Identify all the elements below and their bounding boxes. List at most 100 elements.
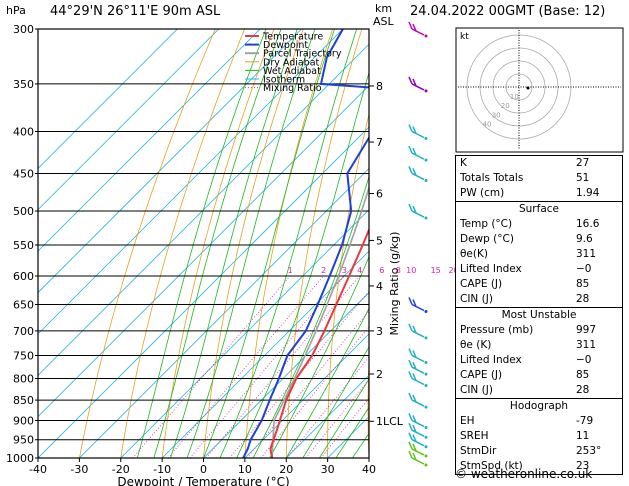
wind-barb-staff [411,377,425,386]
wind-barb-flag [408,21,413,30]
mixing-ratio-label: 8 [396,266,401,275]
wind-barb-staff [411,419,425,428]
isotherm-line [38,29,178,169]
parcel-trajectory-line [271,185,369,458]
legend-label: Dewpoint [263,40,308,51]
wind-barb-dot [424,89,428,93]
isotherm-line [78,167,369,458]
surface-value: 9.6 [576,233,593,245]
pressure-tick-label: 900 [13,414,34,427]
wind-barb-flag [412,23,417,32]
wind-barb-flag [412,434,417,443]
pressure-tick-label: 650 [13,299,34,312]
surface-row: θe(K) 311 [456,247,622,262]
wind-barb-flag [412,394,417,403]
wind-barb-flag [408,359,413,368]
dewpoint-profile-line [242,29,369,458]
wind-barb-dot [424,216,428,220]
wind-barb-flag [412,415,417,423]
index-value: 1.94 [576,187,600,199]
hodograph-label: EH [460,415,475,427]
hodograph-value: 23 [576,460,590,472]
legend-label: Temperature [262,32,323,43]
temperature-tick-label: -10 [153,463,171,476]
temperature-tick-label: 0 [200,463,207,476]
hodograph-value: 253° [576,445,602,457]
hpa-unit-label: hPa [6,4,26,17]
wind-barb-flag [408,124,413,132]
temperature-profile-line [269,227,369,458]
wind-barb-flag [412,78,417,87]
pressure-tick-label: 450 [13,167,34,180]
temperature-tick-label: 10 [238,463,252,476]
wind-barb-flag [408,450,413,459]
wind-barb-dot [424,463,428,467]
most-unstable-value: 85 [576,369,590,381]
wind-barb-flag [408,76,413,85]
wind-barb-dot [424,34,428,38]
temperature-tick-label: -20 [112,463,130,476]
wind-barb-staff [411,448,425,456]
wind-barb-staff [411,130,425,139]
wind-barb-flag [408,297,413,305]
wind-barb-dot [424,137,428,141]
isotherm-line [38,29,220,211]
surface-label: θe(K) [460,248,488,260]
wind-barb-staff [411,354,425,363]
wind-barb-flag [412,452,417,461]
km-tick-label: 5 [376,234,383,247]
index-row-k: K 27 [456,156,622,171]
wind-barb-staff [411,303,425,312]
km-tick-label: 7 [376,136,383,149]
surface-value: 311 [576,248,597,260]
wind-barb-flag [408,413,413,421]
index-label: PW (cm) [460,187,505,199]
mixing-ratio-line [229,290,369,458]
mixing-ratio-label: 10 [406,266,416,275]
temperature-tick-label: -40 [29,463,47,476]
wind-barb-dot [424,336,428,340]
mixing-ratio-label: 3 [342,266,347,275]
wind-barb-staff [411,83,425,91]
pressure-tick-label: 500 [13,205,34,218]
wind-barb-staff [411,366,425,374]
temperature-tick-label: 30 [321,463,335,476]
wind-barb-dot [424,360,428,364]
hodograph-ring-label: 40 [483,120,492,128]
mixing-ratio-label: 15 [431,266,441,275]
most-unstable-value: −0 [576,354,592,366]
location-label: 44°29'N 26°11'E 90m ASL [50,4,221,19]
wind-barb-flag [412,325,417,334]
isotherm-line [38,43,369,376]
wind-barb-staff [411,399,425,407]
legend-label: Mixing Ratio [263,83,322,94]
plot-area [38,29,369,458]
mixing-ratio-label: 1 [288,266,293,275]
index-value: 27 [576,157,590,169]
surface-section: Surface Temp (°C) 16.6 Dewp (°C) 9.6 θe(K)… [456,201,622,307]
credit-text[interactable]: © weatheronline.co.uk [455,467,593,481]
hodograph-row: StmSpd (kt) 23 [456,459,622,474]
most-unstable-label: Lifted Index [460,354,522,366]
index-label: Totals Totals [460,172,524,184]
isotherm-line [120,209,369,458]
wind-barb-staff [411,429,425,437]
surface-row: CAPE (J) 85 [456,277,622,292]
mixing-ratio-line [246,310,369,458]
km-tick-label: 8 [376,80,383,93]
pressure-tick-label: 600 [13,270,34,283]
most-unstable-label: CAPE (J) [460,369,503,381]
temperature-tick-label: 40 [362,463,376,476]
most-unstable-title: Most Unstable [501,309,577,321]
hodograph-ring-label: 30 [492,111,501,119]
most-unstable-label: θe (K) [460,339,492,351]
pressure-tick-label: 850 [13,394,34,407]
hodograph-value: 11 [576,430,590,442]
index-row-pw: PW (cm) 1.94 [456,186,622,201]
wet-adiabat-line [285,307,369,458]
most-unstable-row: CAPE (J) 85 [456,368,622,383]
hodograph-value: -79 [576,415,594,427]
most-unstable-section: Most Unstable Pressure (mb) 997 θe (K) 311… [456,307,622,398]
legend-label: Wet Adiabat [263,66,321,77]
wind-barb-staff [411,210,425,218]
